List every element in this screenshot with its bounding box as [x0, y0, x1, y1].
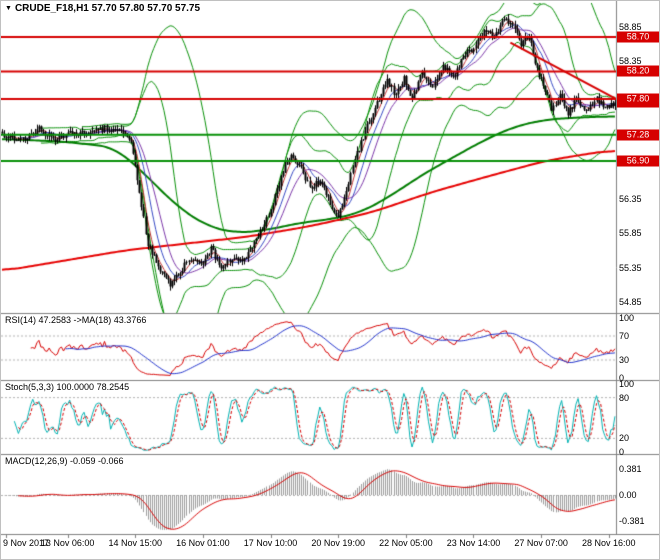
date-axis-label: 13 Nov 06:00 — [40, 538, 95, 548]
price-line-label: 58.70 — [617, 31, 659, 43]
axis-tick-label: 100 — [619, 313, 635, 323]
axis-tick-label: 70 — [619, 331, 630, 341]
axis-tick-label: 30 — [619, 355, 630, 365]
chart-dropdown-icon[interactable]: ▼ — [5, 5, 12, 12]
axis-tick-label: 58.85 — [619, 21, 642, 32]
date-axis-label: 22 Nov 05:00 — [379, 538, 433, 548]
rsi-indicator-label: RSI(14) 47.2583 ->MA(18) 43.3766 — [5, 315, 147, 325]
date-axis-label: 9 Nov 2017 — [3, 538, 50, 548]
date-axis-label: 14 Nov 15:00 — [108, 538, 163, 548]
date-axis-label: 23 Nov 14:00 — [446, 538, 501, 548]
axis-tick-label: 80 — [619, 392, 630, 403]
axis-tick-label: 100 — [619, 379, 635, 389]
stoch-indicator-label: Stoch(5,3,3) 100.0000 78.2545 — [5, 382, 130, 392]
axis-tick-label: 0 — [619, 373, 625, 383]
axis-tick-label: 0.381 — [619, 463, 642, 474]
axis-tick-label: 58.35 — [619, 56, 642, 67]
date-axis-label: 20 Nov 19:00 — [311, 538, 365, 548]
axis-tick-label: 0.00 — [619, 490, 637, 500]
price-line-label: 57.28 — [617, 129, 659, 141]
axis-tick-label: 54.85 — [619, 297, 642, 308]
axis-tick-label: 56.35 — [619, 193, 642, 204]
price-line-label: 56.90 — [617, 155, 659, 167]
price-line-label: 57.80 — [617, 93, 659, 105]
date-axis-label: 16 Nov 01:00 — [176, 538, 230, 548]
axis-tick-label: -0.381 — [619, 516, 645, 527]
axis-tick-label: 0 — [619, 447, 625, 457]
date-axis-label: 28 Nov 16:00 — [582, 538, 636, 548]
macd-indicator-label: MACD(12,26,9) -0.059 -0.066 — [5, 456, 124, 466]
chart-title: CRUDE_F18,H1 57.70 57.80 57.70 57.75 — [14, 3, 201, 14]
axis-tick-label: 55.85 — [619, 228, 642, 239]
date-axis-label: 17 Nov 10:00 — [243, 538, 298, 548]
axis-tick-label: 20 — [619, 433, 630, 444]
axis-tick-label: 55.35 — [619, 262, 642, 273]
price-line-label: 58.20 — [617, 65, 659, 77]
chart-header: ▼ CRUDE_F18,H1 57.70 57.80 57.70 57.75 — [5, 3, 200, 14]
date-axis-label: 27 Nov 07:00 — [514, 538, 568, 548]
